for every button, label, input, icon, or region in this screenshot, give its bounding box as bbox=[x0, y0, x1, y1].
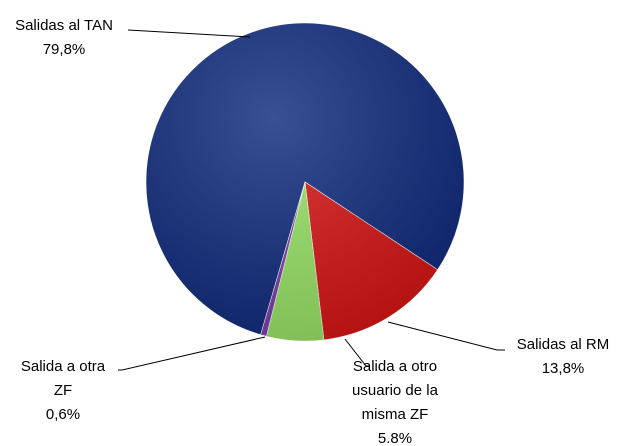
leader-line bbox=[344, 338, 370, 367]
slice-value-label: 13,8% bbox=[541, 360, 585, 377]
leader-line bbox=[118, 336, 266, 371]
slice-label: Salidas al RM bbox=[516, 336, 610, 353]
slice-value-label: 5.8% bbox=[377, 430, 413, 446]
slice-label: Salida a otra ZF bbox=[20, 358, 106, 399]
slice-label: Salida a otro usuario de la misma ZF bbox=[352, 358, 438, 423]
slice-value-label: 79,8% bbox=[42, 41, 86, 58]
slice-value-label: 0,6% bbox=[45, 406, 81, 423]
leader-line bbox=[127, 29, 251, 38]
slice-label: Salidas al TAN bbox=[15, 17, 113, 34]
leader-line bbox=[387, 321, 505, 351]
